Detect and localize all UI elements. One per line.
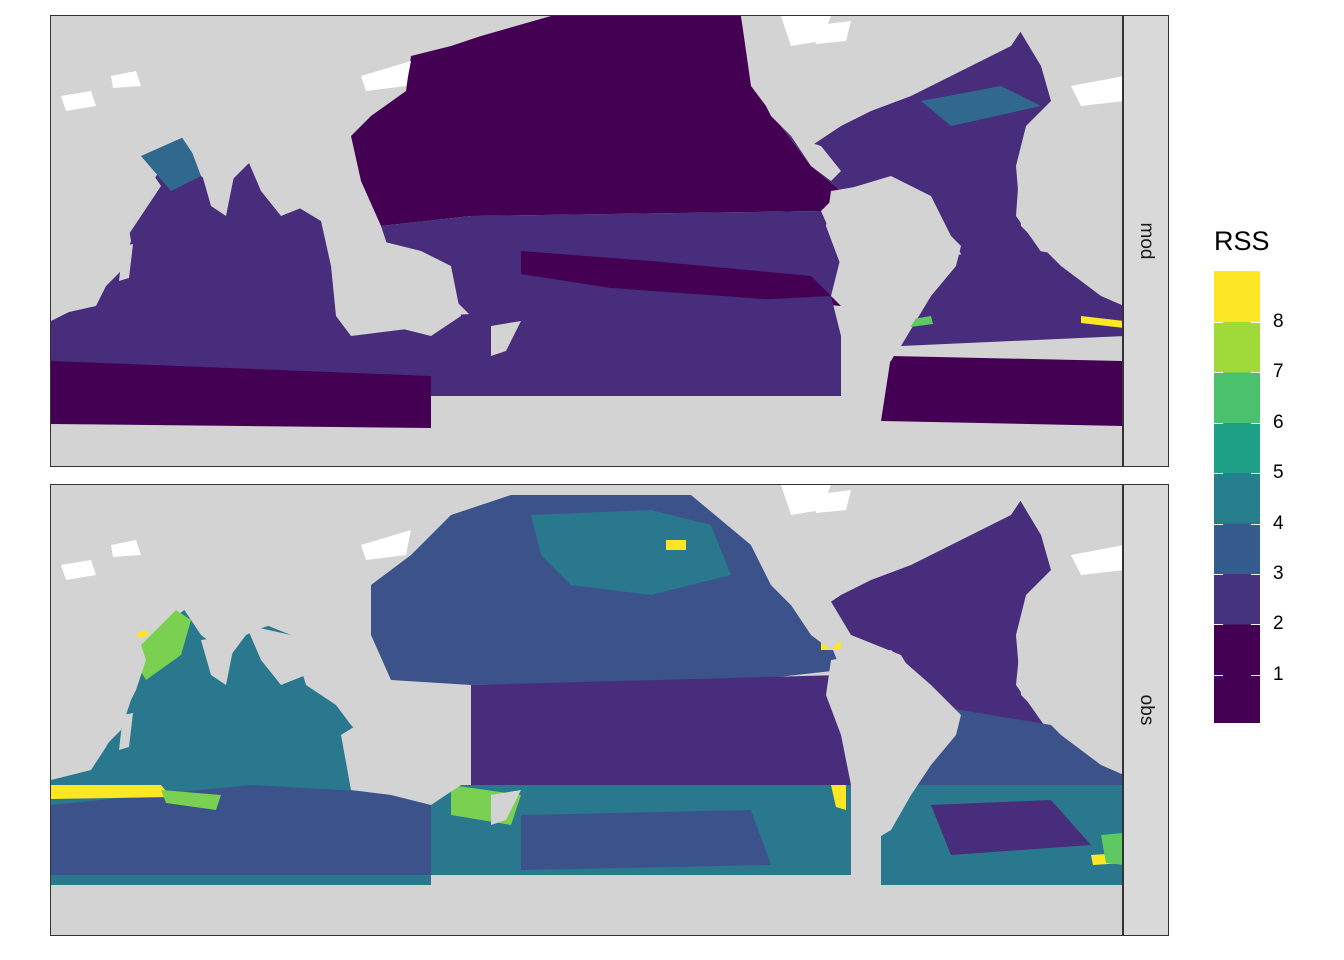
ice-1-obs <box>61 560 96 580</box>
south-atlantic-mod <box>901 246 1122 346</box>
madagascar-obs <box>119 713 133 750</box>
hotspot-obs-1 <box>51 785 171 799</box>
legend-tick-right <box>1251 322 1260 323</box>
ice-2-obs <box>111 540 141 557</box>
map-panel-mod <box>50 15 1123 467</box>
north-america-mod <box>741 16 1031 146</box>
legend-tick-left <box>1214 473 1223 475</box>
legend-break-label: 4 <box>1273 512 1284 534</box>
facet-label-obs: obs <box>1136 694 1157 726</box>
legend-tick-right <box>1251 372 1260 374</box>
arabian-sea-obs <box>131 610 191 680</box>
ice-6-mod <box>811 21 851 44</box>
australia-mod <box>341 241 461 336</box>
south-america-obs <box>826 650 961 845</box>
ice-5-obs <box>1071 545 1122 575</box>
legend-tick-left <box>1214 523 1223 525</box>
legend-tick-right <box>1251 523 1260 525</box>
north-america-obs <box>741 485 1031 615</box>
indian-ocean-inner-obs <box>51 785 431 875</box>
central-pacific-obs <box>471 675 851 785</box>
map-svg-mod <box>51 16 1122 466</box>
map-svg-obs <box>51 485 1122 935</box>
equatorial-band-mod <box>521 251 841 306</box>
eurasia-obs <box>51 485 411 715</box>
legend-tick-right <box>1251 473 1260 475</box>
indian-ocean-mod <box>51 146 431 426</box>
legend-break-label: 8 <box>1273 311 1284 332</box>
legend-break-label: 3 <box>1273 563 1284 584</box>
facet-label-mod: mod <box>1136 222 1157 260</box>
south-pacific-mod <box>431 296 841 396</box>
sea-mod <box>246 156 306 216</box>
nz-obs <box>491 790 521 825</box>
legend-title: RSS <box>1214 226 1270 256</box>
legend-break-label: 7 <box>1273 361 1284 383</box>
legend-tick-right <box>1251 674 1260 676</box>
facet-strip-obs: obs <box>1123 484 1169 936</box>
legend-break-label: 1 <box>1273 663 1284 685</box>
facet-strip-mod: mod <box>1123 15 1169 467</box>
legend-tick-right <box>1251 422 1260 424</box>
legend-break-label: 6 <box>1273 411 1284 433</box>
india-mod <box>201 166 236 216</box>
band-arabian-mod <box>141 136 201 191</box>
central-america-obs <box>791 605 841 650</box>
southern-ocean-mod-2 <box>881 356 1122 426</box>
africa-mod <box>51 116 161 316</box>
map-panel-obs <box>50 484 1123 936</box>
legend-tick-left <box>1214 674 1223 676</box>
land-obs <box>51 485 1122 935</box>
sea-obs <box>246 625 306 685</box>
ice-5-mod <box>1071 76 1122 106</box>
legend-tick-left <box>1214 422 1223 424</box>
ocean-mod <box>51 16 1122 431</box>
ice-1-mod <box>61 91 96 111</box>
australia-obs <box>341 710 461 805</box>
eurasia-mod <box>51 16 411 246</box>
hotspot-obs-2 <box>831 785 846 810</box>
ice-3-mod <box>361 61 411 91</box>
southern-ocean-mod <box>51 361 431 431</box>
legend-break-label: 2 <box>1273 613 1284 635</box>
legend-tick-right <box>1251 624 1260 626</box>
hotspot-obs-10 <box>1101 833 1122 865</box>
legend-tick-left <box>1214 372 1223 374</box>
north-pacific-mod <box>351 16 841 226</box>
southern-ocean-inner-obs <box>931 800 1091 855</box>
madagascar-mod <box>119 244 133 281</box>
hotspot-2-mod <box>1081 316 1122 328</box>
legend-tick-left <box>1214 624 1223 626</box>
antarctica-obs <box>51 890 1122 935</box>
south-america-mod <box>826 181 961 376</box>
hotspot-obs-3 <box>666 540 686 550</box>
ice-3-obs <box>361 530 411 560</box>
legend-colorbar <box>1214 271 1260 723</box>
nz-mod <box>491 321 521 356</box>
india-obs <box>201 635 236 685</box>
ice-6-obs <box>811 490 851 513</box>
africa-obs <box>51 585 146 780</box>
ice-obs <box>61 485 1122 580</box>
south-pacific-inner-obs <box>521 810 771 870</box>
legend-break-label: 5 <box>1273 462 1284 484</box>
north-pacific-teal-obs <box>531 510 731 595</box>
legend-tick-left <box>1214 322 1223 323</box>
ice-mod <box>61 16 1122 111</box>
band-na-mod <box>921 86 1041 126</box>
north-pacific-obs <box>371 495 841 685</box>
legend-tick-right <box>1251 574 1260 575</box>
ice-2-mod <box>111 71 141 88</box>
legend-tick-left <box>1214 574 1223 575</box>
ocean-obs <box>51 485 1122 885</box>
central-america-mod <box>791 136 841 181</box>
hotspot-obs-9 <box>161 790 221 810</box>
antarctica-mod <box>51 424 1122 466</box>
